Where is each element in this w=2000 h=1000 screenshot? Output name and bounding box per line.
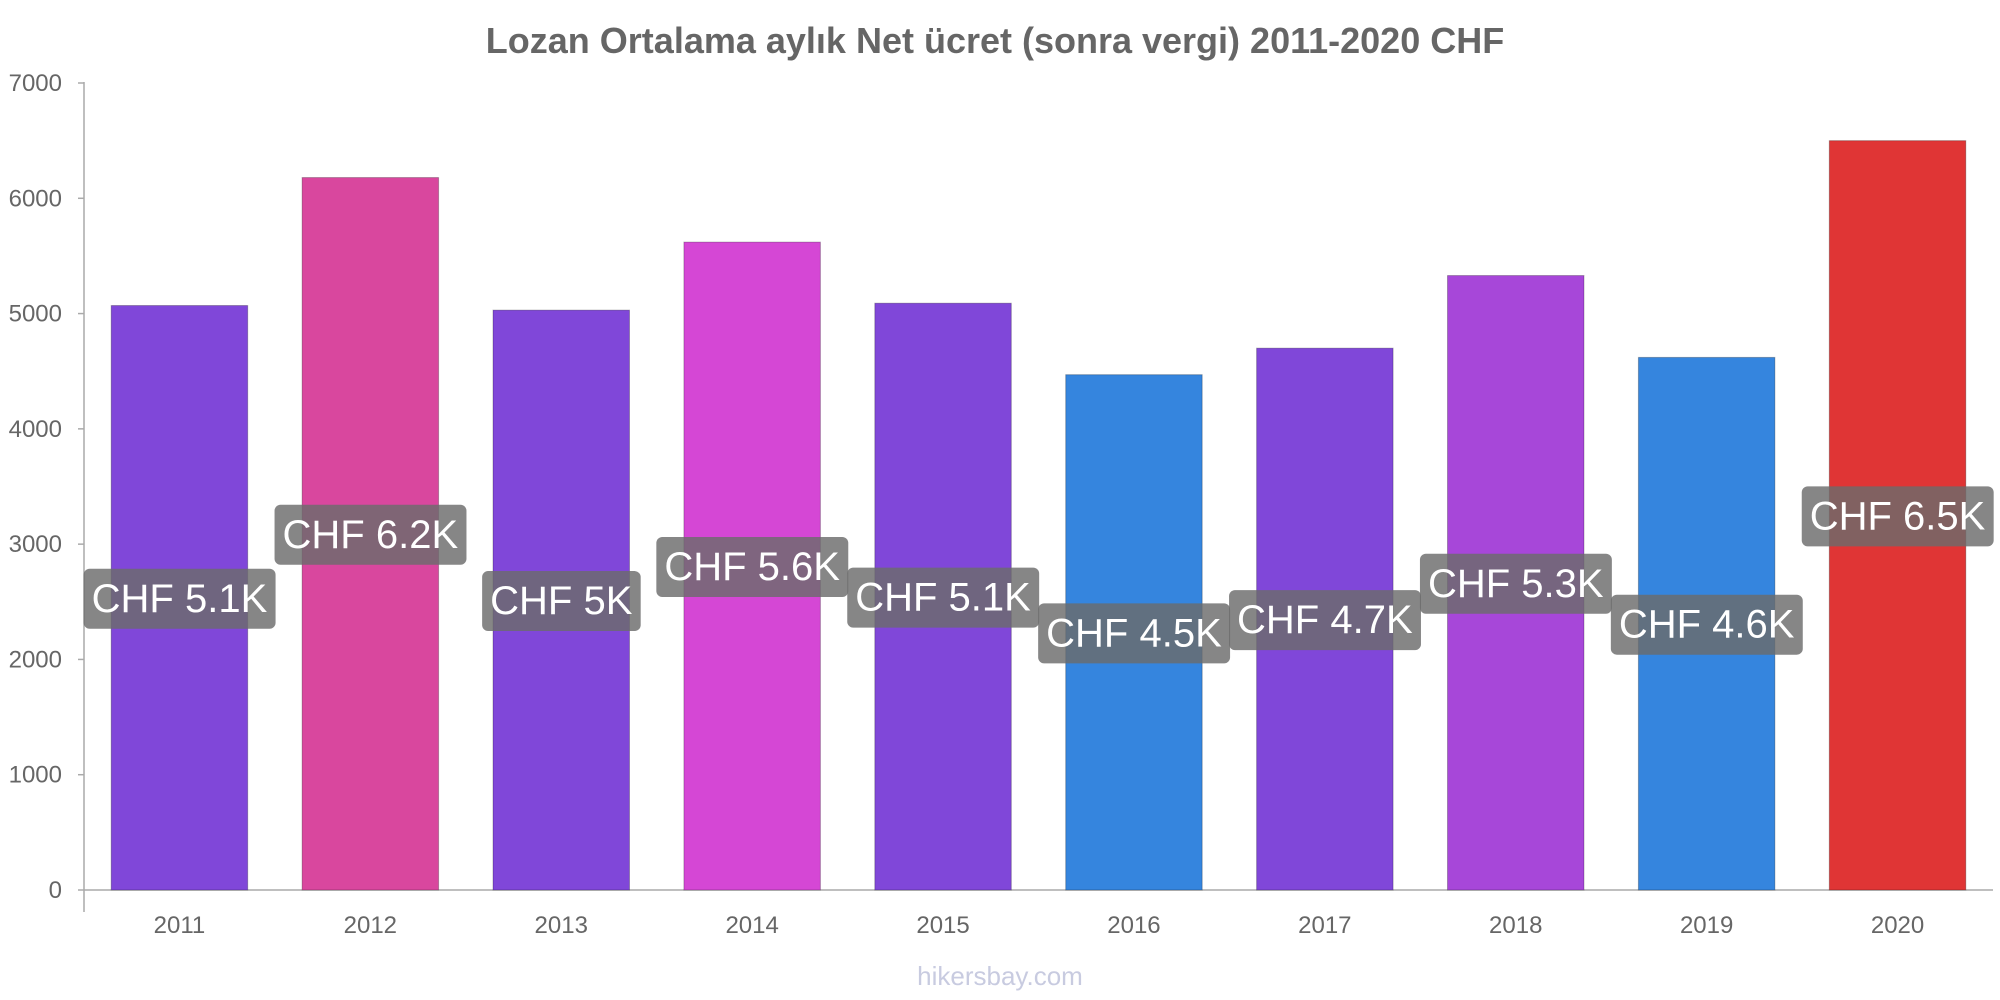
x-tick-label: 2015 (916, 912, 969, 939)
value-label-text: CHF 6.5K (1810, 494, 1986, 538)
value-label: CHF 4.5K (1038, 603, 1231, 664)
value-label: CHF 5K (482, 571, 641, 632)
x-tick-label: 2017 (1298, 912, 1351, 939)
y-tick-label: 6000 (9, 185, 62, 212)
value-label: CHF 5.3K (1419, 553, 1612, 614)
value-label: CHF 5.6K (656, 537, 849, 598)
y-tick-label: 4000 (9, 416, 62, 443)
x-tick-label: 2016 (1107, 912, 1160, 939)
value-label-background (274, 504, 467, 565)
value-label-text: CHF 4.7K (1237, 598, 1413, 642)
chart-title: Lozan Ortalama aylık Net ücret (sonra ve… (486, 20, 1504, 61)
value-label-text: CHF 4.6K (1619, 603, 1795, 647)
value-labels-group: CHF 5.1K CHF 6.2K CHF 5K CHF 5.6K CHF 5.1K CH… (83, 486, 1994, 664)
value-label-background (1610, 594, 1803, 655)
value-label-background (1038, 603, 1231, 664)
x-tick-label: 2018 (1489, 912, 1542, 939)
x-axis-ticks: 2011 2012 2013 2014 2015 2016 2017 2018 2019 2020 (154, 912, 1925, 939)
value-label-text: CHF 4.5K (1046, 611, 1222, 655)
value-label-background (1801, 486, 1994, 547)
value-label-background (1229, 590, 1421, 651)
x-tick-label: 2020 (1871, 912, 1924, 939)
value-label: CHF 5.1K (847, 567, 1040, 628)
value-label-text: CHF 6.2K (283, 513, 459, 557)
y-tick-label: 3000 (9, 531, 62, 558)
value-label-text: CHF 5.1K (92, 577, 268, 621)
value-label-background (847, 567, 1040, 628)
x-tick-label: 2013 (535, 912, 588, 939)
y-tick-label: 0 (49, 877, 62, 904)
watermark: hikersbay.com (917, 961, 1083, 991)
x-tick-label: 2019 (1680, 912, 1733, 939)
value-label-text: CHF 5.6K (664, 545, 840, 589)
value-label-background (83, 568, 276, 629)
y-axis-ticks: 0 1000 2000 3000 4000 5000 6000 7000 (9, 70, 84, 904)
value-label-background (1419, 553, 1612, 614)
value-label: CHF 6.2K (274, 504, 467, 565)
value-label-text: CHF 5K (490, 579, 633, 623)
value-label-text: CHF 5.3K (1428, 562, 1604, 606)
value-label: CHF 5.1K (83, 568, 276, 629)
x-tick-label: 2011 (154, 912, 206, 939)
x-tick-label: 2014 (725, 912, 778, 939)
value-label-text: CHF 5.1K (855, 576, 1031, 620)
y-tick-label: 7000 (9, 70, 62, 97)
value-label: CHF 4.6K (1610, 594, 1803, 655)
y-tick-label: 5000 (9, 301, 62, 328)
value-label: CHF 6.5K (1801, 486, 1994, 547)
value-label-background (656, 537, 849, 598)
value-label-background (482, 571, 641, 632)
value-label: CHF 4.7K (1229, 590, 1421, 651)
y-tick-label: 2000 (9, 646, 62, 673)
x-tick-label: 2012 (344, 912, 397, 939)
y-tick-label: 1000 (9, 762, 62, 789)
